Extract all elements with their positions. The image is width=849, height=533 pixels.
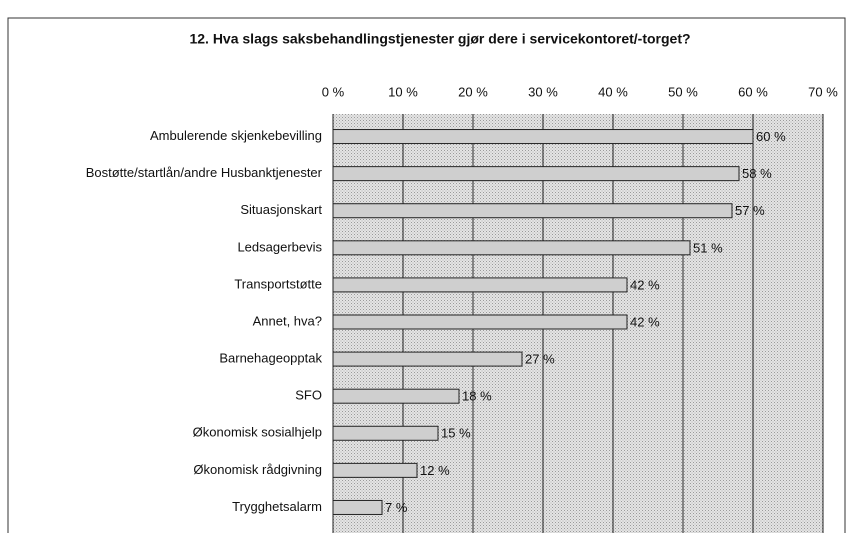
y-tick-label: Situasjonskart xyxy=(240,202,322,217)
x-tick-label: 40 % xyxy=(598,84,628,99)
x-tick-label: 20 % xyxy=(458,84,488,99)
bar xyxy=(332,388,460,404)
value-label: 7 % xyxy=(385,500,408,515)
y-tick-label: Barnehageopptak xyxy=(219,351,322,366)
y-tick-label: SFO xyxy=(295,388,322,403)
y-tick-label: Ambulerende skjenkebevilling xyxy=(150,128,322,143)
x-tick-label: 10 % xyxy=(388,84,418,99)
value-label: 27 % xyxy=(525,352,555,367)
bar xyxy=(332,129,754,145)
value-label: 60 % xyxy=(756,129,786,144)
bar xyxy=(332,240,691,256)
bar xyxy=(332,425,439,441)
frame xyxy=(7,17,846,533)
bar xyxy=(332,166,740,182)
value-label: 42 % xyxy=(630,277,660,292)
value-label: 18 % xyxy=(462,389,492,404)
value-label: 51 % xyxy=(693,240,723,255)
y-tick-label: Transportstøtte xyxy=(234,276,322,291)
bar xyxy=(332,462,418,478)
x-tick-label: 50 % xyxy=(668,84,698,99)
y-tick-label: Annet, hva? xyxy=(253,313,322,328)
bar xyxy=(332,351,523,367)
y-tick-label: Økonomisk rådgivning xyxy=(193,462,322,477)
y-tick-label: Bostøtte/startlån/andre Husbanktjenester xyxy=(86,165,323,180)
y-tick-label: Økonomisk sosialhjelp xyxy=(193,425,322,440)
bar xyxy=(332,314,628,330)
bar xyxy=(332,277,628,293)
x-tick-label: 30 % xyxy=(528,84,558,99)
x-tick-label: 0 % xyxy=(322,84,345,99)
value-label: 58 % xyxy=(742,166,772,181)
chart-title: 12. Hva slags saksbehandlingstjenester g… xyxy=(189,31,690,47)
y-tick-label: Trygghetsalarm xyxy=(232,499,322,514)
y-tick-label: Ledsagerbevis xyxy=(237,239,322,254)
x-tick-label: 70 % xyxy=(808,84,838,99)
value-label: 57 % xyxy=(735,203,765,218)
bar xyxy=(332,203,733,219)
value-label: 42 % xyxy=(630,314,660,329)
bar xyxy=(332,499,383,515)
value-label: 15 % xyxy=(441,426,471,441)
value-label: 12 % xyxy=(420,463,450,478)
x-tick-label: 60 % xyxy=(738,84,768,99)
